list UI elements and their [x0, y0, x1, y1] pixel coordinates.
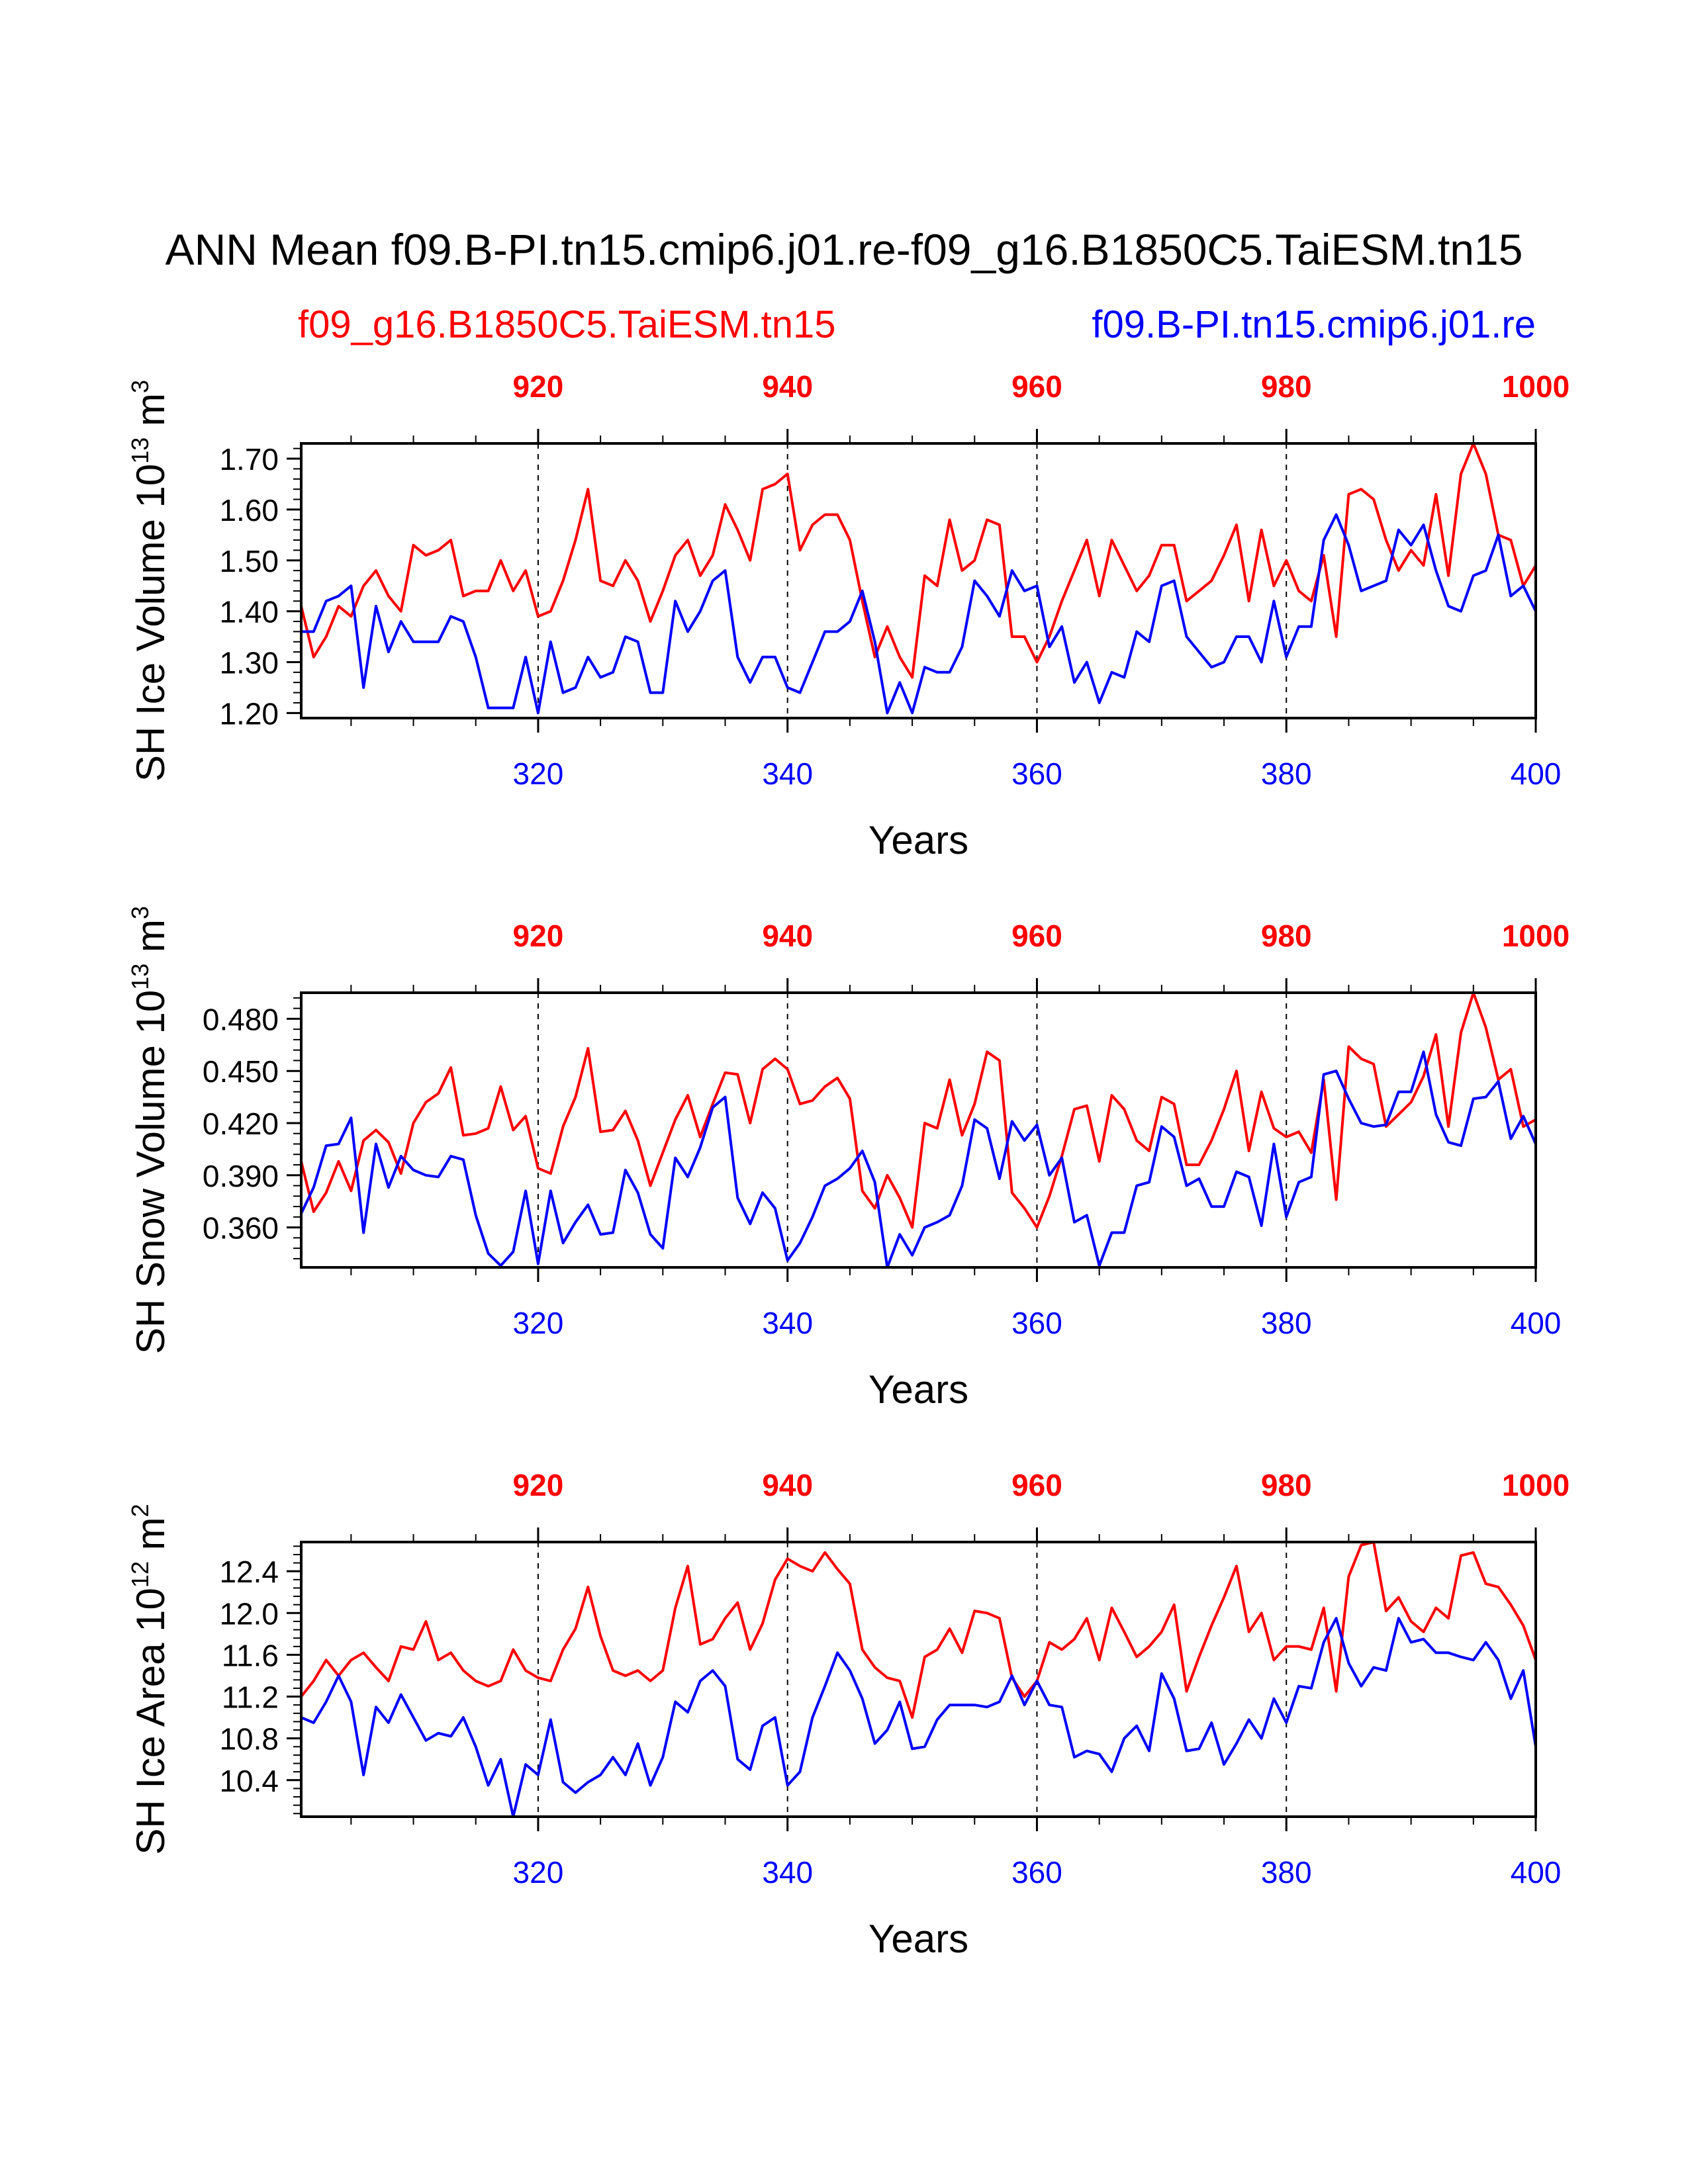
x-axis-title: Years	[868, 818, 968, 862]
y-axis-title-unit: m	[128, 393, 173, 437]
series-line-blue	[301, 1617, 1537, 1818]
x-tick-label-top: 940	[762, 919, 813, 953]
y-axis-title-main: SH Ice Volume 10	[128, 464, 173, 782]
x-tick-label-bottom: 360	[1011, 1306, 1062, 1340]
series-line-red	[300, 1541, 1537, 1719]
y-tick-label: 1.70	[219, 442, 279, 477]
x-tick-label-bottom: 400	[1511, 1306, 1562, 1340]
x-tick-label-bottom: 360	[1011, 1855, 1062, 1889]
x-tick-label-bottom: 320	[513, 756, 564, 791]
y-axis-title: SH Ice Volume 1013 m3	[126, 380, 173, 782]
y-tick-label: 10.4	[219, 1764, 279, 1798]
y-axis-title-exponent: 13	[126, 964, 154, 990]
y-tick-label: 1.50	[219, 544, 279, 578]
x-tick-label-bottom: 340	[762, 756, 813, 791]
plot-frame	[300, 991, 1537, 1269]
series-line-red	[300, 991, 1536, 1229]
x-tick-label-top: 940	[762, 369, 813, 404]
y-tick-label: 0.480	[203, 1002, 279, 1036]
x-tick-label-top: 940	[762, 1468, 813, 1502]
x-tick-label-top: 960	[1011, 919, 1062, 953]
y-tick-label: 0.450	[203, 1054, 279, 1089]
y-axis-title-exponent: 12	[126, 1561, 154, 1588]
y-tick-label: 0.390	[203, 1159, 279, 1193]
y-tick-label: 1.20	[219, 696, 279, 731]
x-tick-label-bottom: 400	[1511, 756, 1562, 791]
y-tick-label: 11.6	[222, 1638, 279, 1672]
panel-3: 10.4 10.8 11.2 11.6 12.0 12.4 320 340 360 380 400 9…	[126, 1468, 1570, 1961]
chart-panels: 1.20 1.30 1.40 1.50 1.60 1.70 320 340 360 380 400 9…	[126, 369, 1570, 1961]
legend-red-series-label: f09_g16.B1850C5.TaiESM.tn15	[298, 303, 836, 346]
x-tick-label-top: 960	[1011, 1468, 1062, 1502]
x-tick-label-bottom: 320	[513, 1306, 564, 1340]
plot-frame	[300, 442, 1537, 719]
chart-title: ANN Mean f09.B-PI.tn15.cmip6.j01.re-f09_…	[165, 225, 1523, 274]
x-tick-label-bottom: 380	[1261, 756, 1312, 791]
y-axis-title-unit: m	[128, 919, 173, 964]
y-axis-title-unit-exponent: 3	[126, 906, 154, 919]
x-tick-label-bottom: 320	[513, 1855, 564, 1889]
y-tick-label: 1.30	[219, 645, 279, 680]
x-tick-label-top: 980	[1261, 1468, 1312, 1502]
x-tick-label-top: 960	[1011, 369, 1062, 404]
x-tick-label-bottom: 340	[762, 1306, 813, 1340]
x-tick-label-bottom: 380	[1261, 1855, 1312, 1889]
y-axis-title-main: SH Ice Area 10	[128, 1588, 173, 1855]
y-tick-label: 12.4	[219, 1555, 279, 1589]
y-axis-title: SH Ice Area 1012 m2	[126, 1504, 173, 1854]
x-tick-label-top: 1000	[1502, 1468, 1570, 1502]
x-tick-label-top: 920	[513, 1468, 564, 1502]
x-tick-label-bottom: 340	[762, 1855, 813, 1889]
y-axis-title-main: SH Snow Volume 10	[128, 990, 173, 1354]
x-axis-title: Years	[868, 1367, 968, 1412]
series-line-blue	[301, 513, 1537, 715]
y-tick-label: 1.60	[219, 493, 279, 527]
x-tick-label-bottom: 400	[1511, 1855, 1562, 1889]
x-tick-label-top: 920	[513, 369, 564, 404]
x-tick-label-bottom: 360	[1011, 756, 1062, 791]
y-tick-label: 11.2	[222, 1680, 279, 1715]
y-tick-label: 1.40	[219, 595, 279, 629]
x-tick-label-top: 1000	[1502, 369, 1570, 404]
x-tick-label-top: 980	[1261, 369, 1312, 404]
x-tick-label-top: 920	[513, 919, 564, 953]
x-tick-label-top: 980	[1261, 919, 1312, 953]
y-axis-title-unit-exponent: 3	[126, 380, 154, 393]
y-axis-title-unit-exponent: 2	[126, 1504, 154, 1517]
y-tick-label: 0.420	[203, 1107, 279, 1141]
y-tick-label: 12.0	[219, 1596, 279, 1631]
y-axis-title: SH Snow Volume 1013 m3	[126, 906, 173, 1354]
panel-1: 1.20 1.30 1.40 1.50 1.60 1.70 320 340 360 380 400 9…	[126, 369, 1570, 862]
x-axis-title: Years	[868, 1917, 968, 1961]
panel-2: 0.360 0.390 0.420 0.450 0.480 320 340 360 380 400…	[126, 906, 1570, 1412]
y-axis-title-exponent: 13	[126, 437, 154, 464]
y-tick-label: 10.8	[219, 1722, 279, 1756]
series-line-blue	[300, 1050, 1537, 1269]
y-tick-label: 0.360	[203, 1211, 279, 1246]
legend-blue-series-label: f09.B-PI.tn15.cmip6.j01.re	[1092, 303, 1536, 346]
x-tick-label-top: 1000	[1502, 919, 1570, 953]
series-line-red	[300, 442, 1537, 679]
y-axis-title-unit: m	[128, 1517, 173, 1561]
x-tick-label-bottom: 380	[1261, 1306, 1312, 1340]
